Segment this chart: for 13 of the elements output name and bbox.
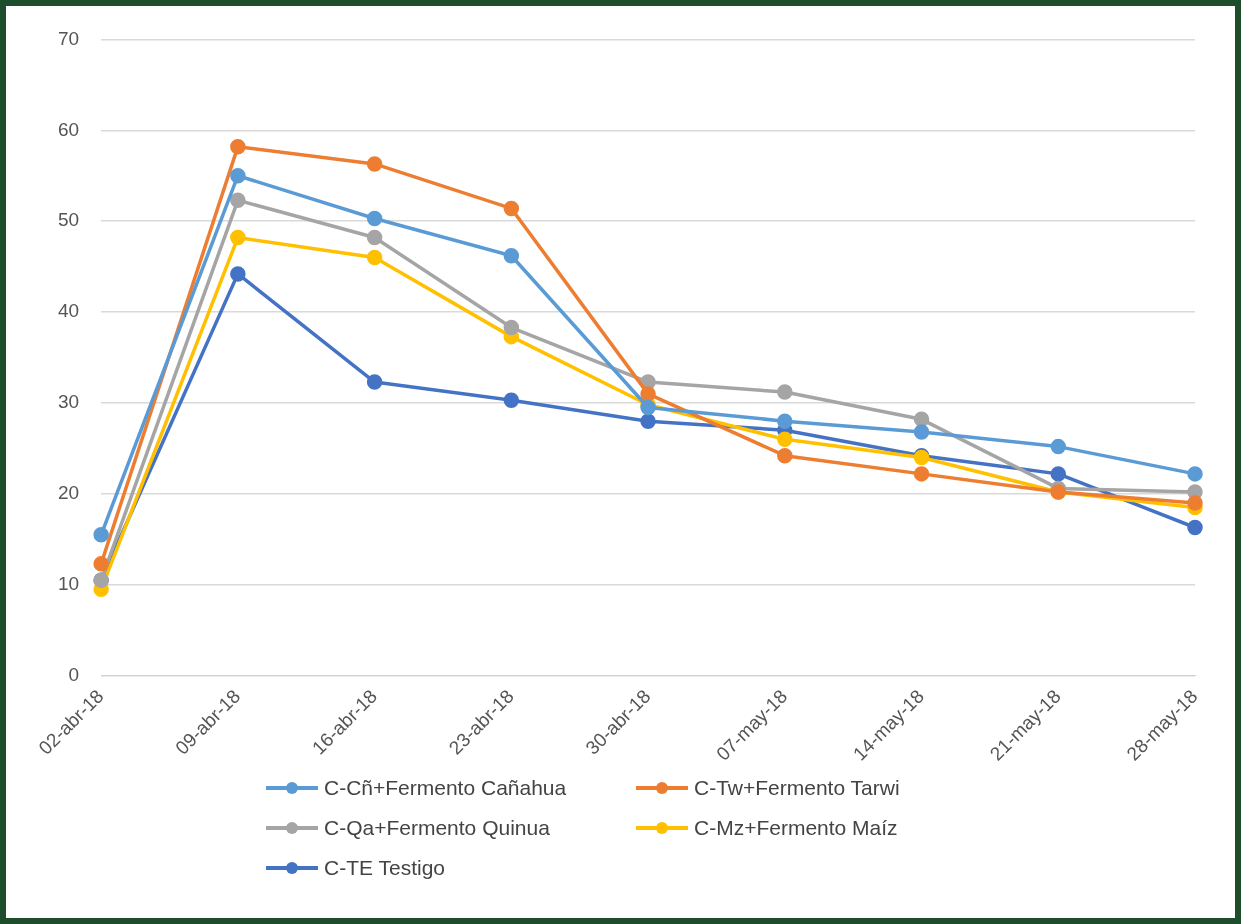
legend-label: C-Tw+Fermento Tarwi (694, 776, 900, 800)
y-tick-label: 60 (57, 118, 80, 140)
y-tick-label: 20 (57, 482, 80, 504)
legend-label: C-Cñ+Fermento Cañahua (324, 776, 567, 800)
legend-label: C-TE Testigo (324, 856, 445, 880)
y-tick-label: 70 (57, 27, 80, 49)
y-tick-label: 40 (57, 300, 80, 322)
y-tick-label: 10 (57, 573, 80, 594)
legend-label: C-Qa+Fermento Quinua (324, 816, 550, 840)
y-tick-label: 30 (57, 391, 80, 413)
y-tick-label: 50 (57, 209, 80, 231)
legend-label: C-Mz+Fermento Maíz (694, 816, 898, 840)
y-tick-label: 0 (68, 663, 80, 685)
